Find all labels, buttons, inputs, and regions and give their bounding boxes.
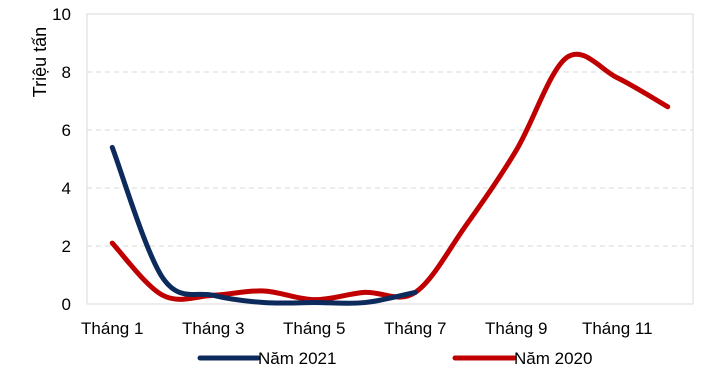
y-tick-label: 8 — [62, 63, 71, 82]
plot-area — [86, 13, 694, 305]
axes: 0 2 4 6 8 10 Tháng 1 Tháng 3 Tháng 5 Tháng 7 Tháng… — [52, 5, 652, 338]
x-tick-label: Tháng 11 — [582, 319, 653, 338]
x-tick-label: Tháng 3 — [182, 319, 244, 338]
y-tick-label: 4 — [62, 179, 71, 198]
x-tick-label: Tháng 1 — [81, 319, 143, 338]
y-axis-label: Triệu tấn — [30, 27, 50, 97]
y-tick-label: 0 — [62, 295, 71, 314]
legend-label: Năm 2020 — [514, 349, 592, 368]
series-group — [109, 51, 671, 306]
y-tick-label: 10 — [52, 5, 71, 24]
y-tick-label: 2 — [62, 237, 71, 256]
x-tick-label: Tháng 9 — [485, 319, 547, 338]
legend-label: Năm 2021 — [258, 349, 336, 368]
series-line-năm-2021 — [109, 144, 418, 306]
y-tick-label: 6 — [62, 121, 71, 140]
x-tick-label: Tháng 7 — [384, 319, 446, 338]
legend: Năm 2021 Năm 2020 — [197, 349, 592, 368]
gridlines — [87, 71, 693, 247]
legend-item: Năm 2021 — [197, 349, 336, 368]
x-tick-label: Tháng 5 — [283, 319, 345, 338]
legend-item: Năm 2020 — [452, 349, 592, 368]
plot-frame — [86, 13, 694, 305]
